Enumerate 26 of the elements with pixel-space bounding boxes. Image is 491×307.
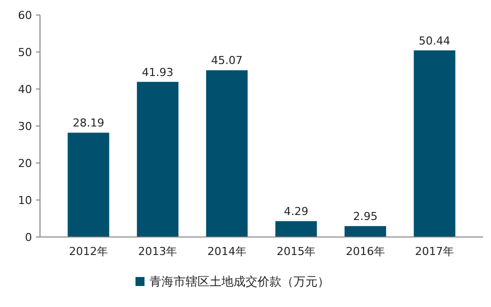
x-tick-label: 2017年: [415, 245, 454, 258]
y-tick-label: 50: [18, 46, 32, 59]
y-tick-label: 10: [18, 194, 32, 207]
data-label: 28.19: [72, 116, 104, 130]
x-tick-label: 2012年: [68, 245, 108, 258]
bar: [275, 221, 317, 237]
bar: [414, 50, 456, 237]
y-tick-label: 30: [18, 120, 32, 133]
data-label: 2.95: [353, 210, 378, 224]
data-label: 45.07: [211, 54, 243, 68]
x-tick-label: 2016年: [346, 245, 385, 258]
bar: [68, 132, 110, 237]
y-tick-label: 0: [25, 230, 32, 244]
data-label: 50.44: [418, 34, 450, 48]
bar: [136, 82, 178, 237]
bar: [206, 70, 248, 237]
data-label: 41.93: [142, 66, 174, 79]
bar: [344, 226, 386, 237]
x-tick-label: 2014年: [207, 245, 246, 258]
y-tick-label: 40: [18, 82, 32, 96]
x-tick-label: 2015年: [276, 245, 316, 258]
y-tick-label: 20: [18, 156, 32, 170]
data-label: 4.29: [284, 205, 308, 218]
legend-label: 青海市辖区土地成交价款（万元）: [150, 274, 330, 289]
y-tick-label: 60: [18, 8, 32, 22]
x-tick-label: 2013年: [138, 245, 178, 258]
